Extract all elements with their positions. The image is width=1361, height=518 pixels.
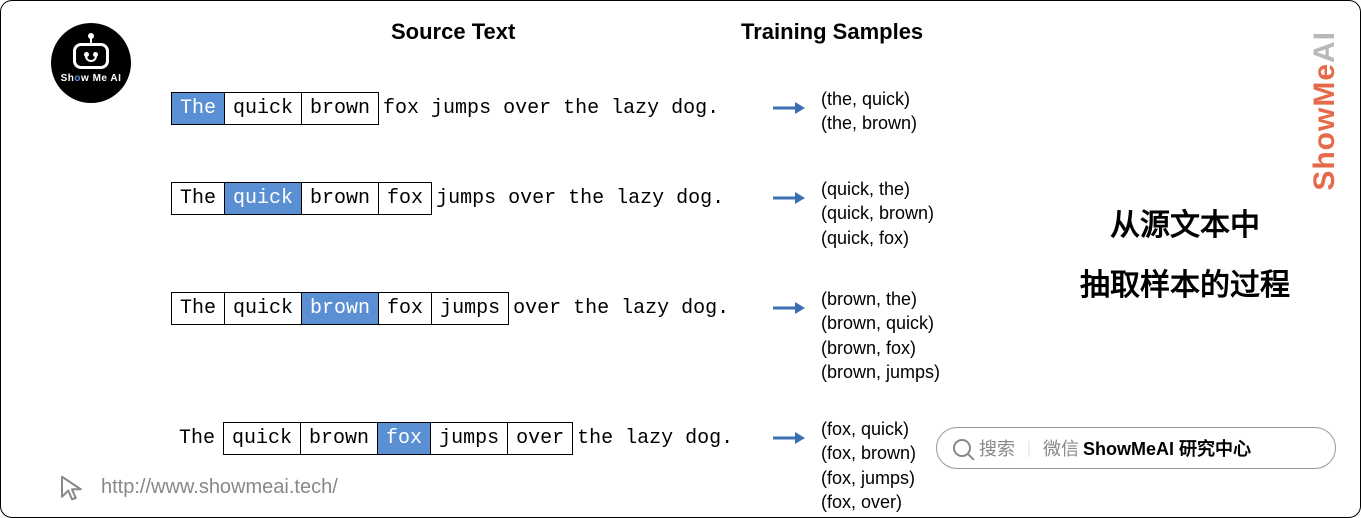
training-sample: (brown, quick): [821, 311, 940, 335]
header-source-text: Source Text: [391, 19, 515, 45]
search-wechat-pill[interactable]: 搜索 ｜ 微信 ShowMeAI 研究中心: [936, 427, 1336, 469]
context-word: brown: [302, 182, 379, 215]
training-sample: (brown, fox): [821, 336, 940, 360]
training-sample: (the, quick): [821, 87, 917, 111]
arrow-right-icon: [771, 295, 805, 325]
training-sample: (quick, the): [821, 177, 934, 201]
search-label-2: 微信: [1043, 435, 1079, 461]
target-word: fox: [378, 422, 431, 455]
context-word: jumps: [431, 422, 508, 455]
target-word: brown: [302, 292, 379, 325]
header-training-samples: Training Samples: [741, 19, 923, 45]
showmeai-logo: Show Me AI: [51, 23, 131, 103]
training-samples-list: (fox, quick)(fox, brown)(fox, jumps)(fox…: [821, 417, 916, 514]
search-brand: ShowMeAI 研究中心: [1083, 435, 1251, 461]
separator: ｜: [1021, 436, 1037, 460]
training-samples-list: (quick, the)(quick, brown)(quick, fox): [821, 177, 934, 250]
example-row: Thequickbrownfoxjumpsover the lazy dog.: [171, 419, 733, 457]
vertical-brand: ShowMeAI: [1308, 31, 1342, 191]
context-word: fox: [379, 292, 432, 325]
training-samples-list: (the, quick)(the, brown): [821, 87, 917, 136]
example-row: Thequickbrown fox jumps over the lazy do…: [171, 89, 719, 127]
context-word: The: [171, 182, 225, 215]
context-word: fox: [379, 182, 432, 215]
training-samples-list: (brown, the)(brown, quick)(brown, fox)(b…: [821, 287, 940, 384]
robot-face-icon: [73, 43, 109, 69]
sentence-remainder: the lazy dog.: [573, 427, 733, 450]
context-word: quick: [225, 92, 302, 125]
sentence-remainder: jumps over the lazy dog.: [432, 187, 724, 210]
training-sample: (quick, fox): [821, 226, 934, 250]
context-word: brown: [302, 92, 379, 125]
context-word: quick: [225, 292, 302, 325]
training-sample: (fox, jumps): [821, 466, 916, 490]
target-word: The: [171, 92, 225, 125]
training-sample: (brown, the): [821, 287, 940, 311]
sentence-remainder: fox jumps over the lazy dog.: [379, 97, 719, 120]
chinese-caption: 从源文本中 抽取样本的过程: [1080, 196, 1290, 316]
context-word: brown: [301, 422, 378, 455]
sentence-remainder: over the lazy dog.: [509, 297, 729, 320]
context-word: over: [508, 422, 573, 455]
context-word: quick: [223, 422, 301, 455]
chinese-line-1: 从源文本中: [1080, 196, 1290, 256]
training-sample: (quick, brown): [821, 201, 934, 225]
example-row: Thequickbrownfox jumps over the lazy dog…: [171, 179, 724, 217]
example-row: Thequickbrownfoxjumps over the lazy dog.: [171, 289, 729, 327]
plain-word: The: [171, 423, 223, 454]
logo-text: Show Me AI: [61, 73, 122, 84]
cursor-icon: [57, 473, 87, 503]
context-word: jumps: [432, 292, 509, 325]
training-sample: (fox, brown): [821, 441, 916, 465]
target-word: quick: [225, 182, 302, 215]
arrow-right-icon: [771, 185, 805, 215]
training-sample: (the, brown): [821, 111, 917, 135]
context-word: The: [171, 292, 225, 325]
footer-url[interactable]: http://www.showmeai.tech/: [101, 476, 338, 499]
training-sample: (fox, over): [821, 490, 916, 514]
search-label-1: 搜索: [979, 435, 1015, 461]
search-icon: [953, 439, 971, 457]
training-sample: (brown, jumps): [821, 360, 940, 384]
arrow-right-icon: [771, 425, 805, 455]
arrow-right-icon: [771, 95, 805, 125]
training-sample: (fox, quick): [821, 417, 916, 441]
chinese-line-2: 抽取样本的过程: [1080, 256, 1290, 316]
